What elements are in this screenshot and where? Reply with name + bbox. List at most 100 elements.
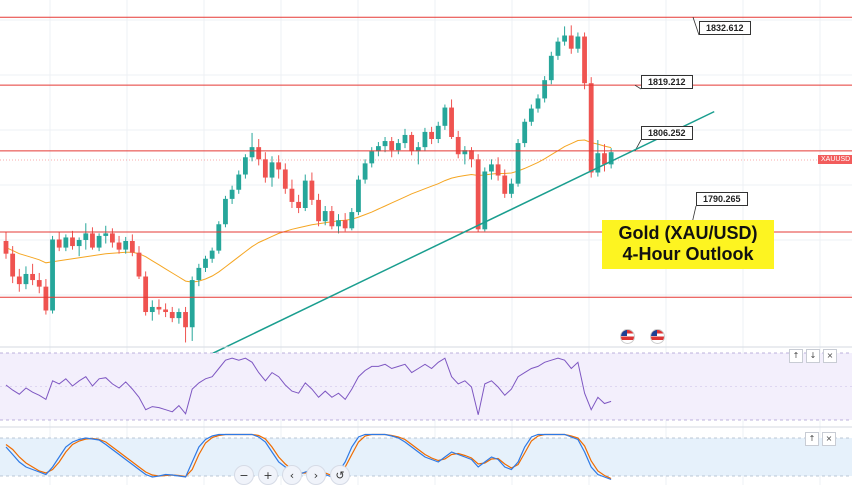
candle-body xyxy=(575,36,581,49)
candle xyxy=(402,128,408,149)
candle xyxy=(528,104,534,126)
scroll-right-button[interactable]: › xyxy=(306,465,326,485)
candle-body xyxy=(342,220,348,229)
close-icon[interactable]: × xyxy=(823,349,837,363)
candle xyxy=(575,32,581,53)
candle-body xyxy=(316,199,321,222)
candle xyxy=(362,159,368,184)
candle-body xyxy=(469,150,474,160)
move-up-icon[interactable]: ↑ xyxy=(805,432,819,446)
candles xyxy=(3,25,614,343)
candle xyxy=(562,26,567,46)
candle-body xyxy=(216,224,222,251)
candle-body xyxy=(189,280,195,328)
candle-body xyxy=(376,146,381,152)
candle-body xyxy=(495,164,501,176)
candle-body xyxy=(90,233,95,248)
candle-body xyxy=(116,242,122,250)
candle xyxy=(555,37,561,60)
candle-body xyxy=(455,136,461,155)
candle xyxy=(515,139,521,187)
ma-line xyxy=(5,139,612,283)
candle xyxy=(289,179,295,209)
candle-body xyxy=(236,174,242,190)
candle-body xyxy=(509,183,514,194)
candle-body xyxy=(262,159,268,178)
candle xyxy=(535,94,541,113)
candle-body xyxy=(276,162,282,170)
candle-body xyxy=(282,169,288,189)
moving-average xyxy=(5,139,612,283)
candle xyxy=(96,233,102,252)
scroll-left-button[interactable]: ‹ xyxy=(282,465,302,485)
candle xyxy=(349,208,355,231)
candle-body xyxy=(269,162,275,178)
trendline-line xyxy=(208,110,715,356)
candle xyxy=(415,142,421,165)
candle-body xyxy=(196,267,202,281)
candle xyxy=(522,118,528,148)
candle-body xyxy=(50,239,55,311)
candle xyxy=(342,213,348,232)
candle xyxy=(435,121,441,144)
candle-body xyxy=(43,286,49,311)
candle xyxy=(302,174,308,212)
candle xyxy=(482,167,488,232)
candle xyxy=(169,306,175,323)
candle-body xyxy=(369,151,375,164)
candle-body xyxy=(548,55,554,81)
candle-body xyxy=(336,220,341,227)
candle xyxy=(143,271,149,316)
candle xyxy=(176,308,182,324)
candle-body xyxy=(535,98,541,109)
us-flag-icon[interactable] xyxy=(650,329,665,344)
candle-body xyxy=(395,143,401,151)
reset-button[interactable]: ↺ xyxy=(330,465,350,485)
zoom-out-button[interactable]: − xyxy=(234,465,254,485)
candle xyxy=(309,172,315,205)
candle-body xyxy=(223,198,228,225)
candle xyxy=(216,221,222,254)
candle xyxy=(10,246,16,284)
candle-body xyxy=(169,312,175,319)
move-up-icon[interactable]: ↑ xyxy=(789,349,803,363)
candle xyxy=(568,25,574,54)
level-pointer-1 xyxy=(692,17,700,36)
candle-body xyxy=(83,233,89,240)
close-icon[interactable]: × xyxy=(822,432,836,446)
candle xyxy=(63,234,69,252)
candle-body xyxy=(389,141,395,151)
us-flag-icon[interactable] xyxy=(620,329,635,344)
candle-body xyxy=(382,141,388,147)
candle-body xyxy=(608,152,614,165)
candle xyxy=(502,169,508,198)
candle-body xyxy=(415,147,421,152)
level-label-1: 1832.612 xyxy=(699,21,751,35)
trendline xyxy=(208,110,715,356)
candle-body xyxy=(442,107,448,126)
candle-body xyxy=(23,273,29,285)
candle-body xyxy=(528,108,534,122)
candle xyxy=(23,266,29,290)
candle xyxy=(356,175,361,216)
candle xyxy=(56,232,62,252)
candle-body xyxy=(30,273,35,281)
candle xyxy=(588,77,594,178)
candle xyxy=(282,163,288,194)
zoom-in-button[interactable]: + xyxy=(258,465,278,485)
candle-body xyxy=(136,252,142,277)
candle xyxy=(316,193,321,227)
candle xyxy=(249,132,255,162)
candle-body xyxy=(103,233,109,236)
rsi-pane xyxy=(0,346,852,421)
move-down-icon[interactable]: ↓ xyxy=(806,349,820,363)
candle-body xyxy=(63,237,69,248)
candle xyxy=(409,131,415,156)
candle-body xyxy=(296,201,301,209)
candle xyxy=(469,147,474,168)
candle xyxy=(256,139,262,166)
candle-body xyxy=(123,240,129,250)
candle-body xyxy=(309,180,315,200)
candle-body xyxy=(149,306,155,313)
